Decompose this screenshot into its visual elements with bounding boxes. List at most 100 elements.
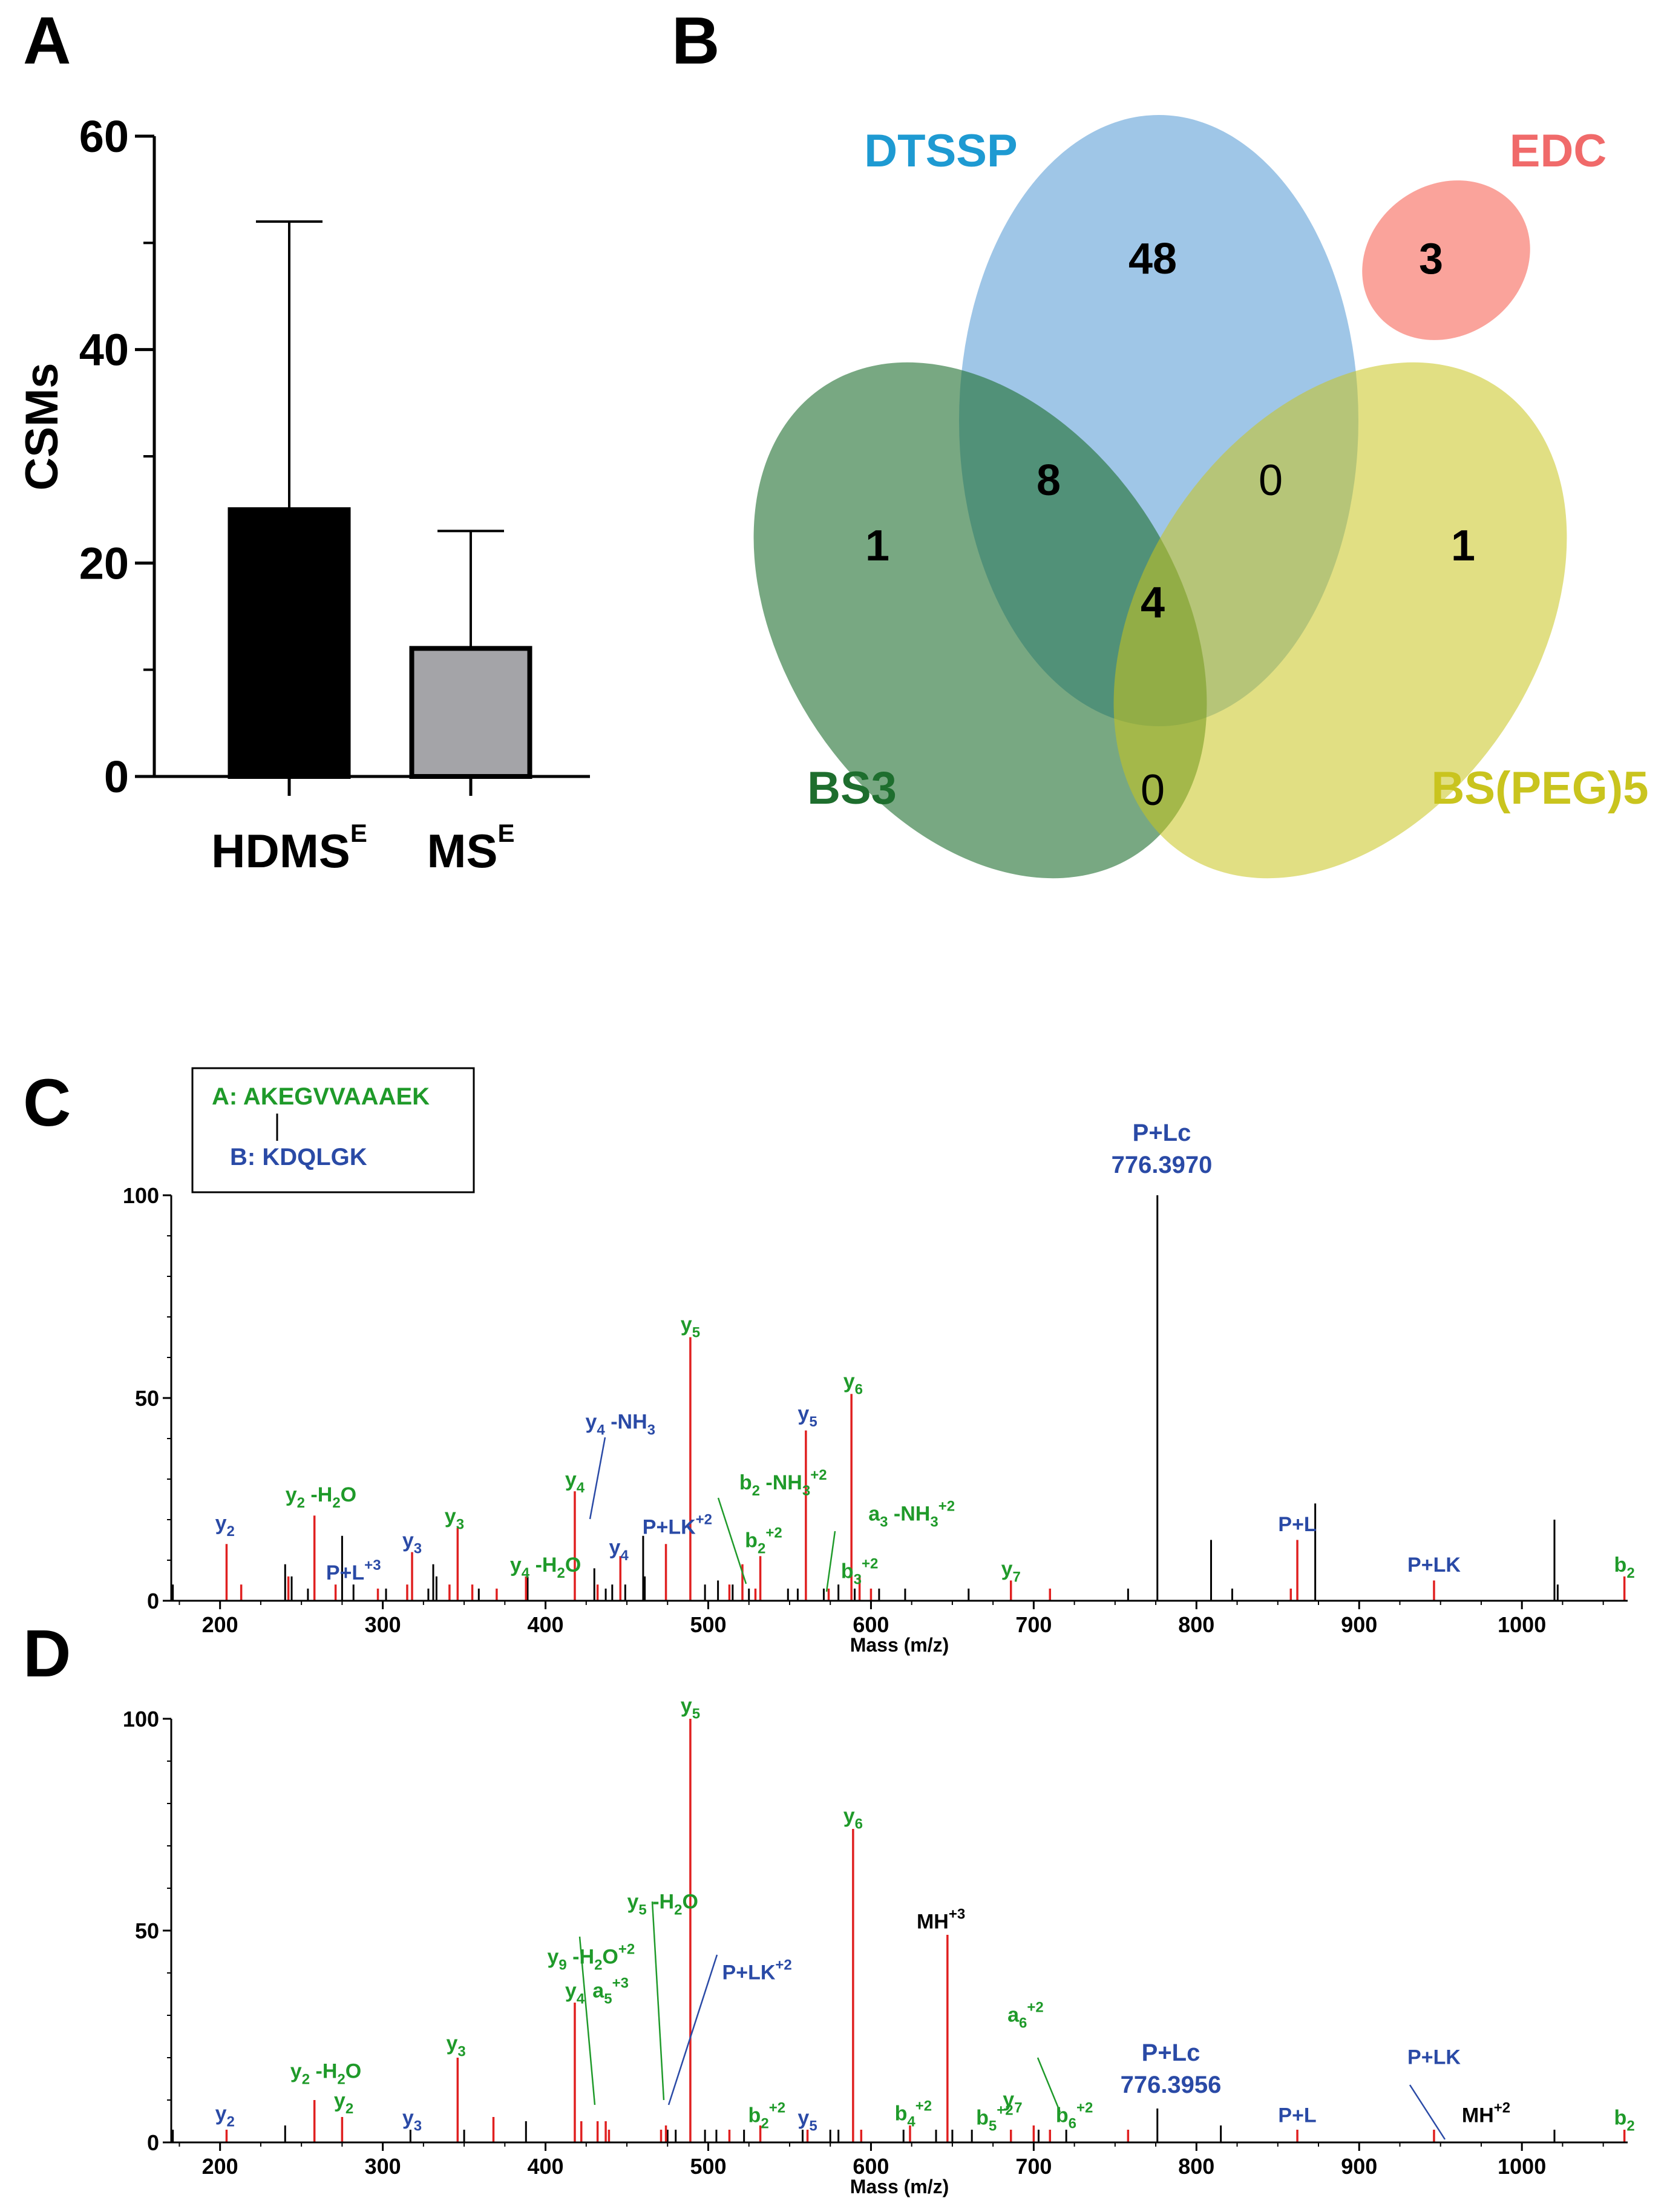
panel-a-bar [228,507,351,779]
venn-count-center: 4 [1141,579,1165,627]
venn-count-edc-only: 3 [1419,235,1443,283]
venn-count-bspeg-only: 1 [1451,522,1475,570]
panel-c-legend-peptide-b: B: KDQLGK [230,1144,367,1170]
peak-label-y4-h2o: y4 -H2O [510,1554,581,1581]
panel-a-y-axis: 0 20 40 60 [79,111,156,802]
peak-label-y7: y7 [1003,2089,1022,2116]
peak-label-y5a: y5 [681,1695,700,1722]
peak-label-plk2: P+LK+2 [643,1511,712,1538]
peak-label-b2: b2+2 [748,2099,786,2132]
spectrum-x-axis-label: Mass (m/z) [850,1634,949,1656]
peak-label-plk: P+LK [1407,1554,1461,1577]
panel-c-peaks [170,1195,1626,1601]
spectrum-x-tick-label: 600 [853,2154,889,2179]
peak-label-b2c: b2 [1614,2107,1635,2135]
peak-label-plk2: P+LK+2 [722,1957,792,1984]
peak-label-b2a: b2+2 [745,1525,782,1557]
panel-d-axes: 0 50 100 200 300 400 500 600 700 800 900 1000 Mass (… [123,1707,1628,2197]
panel-a-x-tick-label: HDMSE [211,819,367,878]
panel-b-venn: DTSSP EDC BS3 BS(PEG)5 48 3 1 1 8 0 4 0 [753,115,1649,879]
spectrum-x-tick-label: 800 [1178,1612,1214,1637]
spectrum-x-tick-label: 700 [1015,1612,1052,1637]
peak-label-pl: P+L [1278,2104,1316,2127]
leader-d-plk2 [667,1954,718,2105]
panel-d-main-peak-mass: 776.3956 [1121,2072,1222,2098]
peak-label-y6: y6 [843,1805,863,1833]
peak-label-y6a: y6 [843,1370,863,1397]
peak-label-y2b: y2 [334,2089,353,2117]
peak-label-a5: a5+3 [592,1975,629,2007]
spectrum-x-tick-label: 700 [1015,2154,1052,2179]
peak-label-y4-nh3: y4 -NH3 [586,1410,656,1438]
peak-label-a3-nh3: a3 -NH3+2 [868,1498,955,1530]
spectrum-y-tick-label: 50 [135,1918,159,1943]
peak-label-plc: P+L [1278,1513,1316,1536]
peak-label-y3a: y3 [402,1529,422,1557]
panel-letter-b: B [672,4,719,78]
panel-d-spectrum: P+Lc 776.3956 0 50 100 200 300 400 500 600 700 80… [123,1695,1635,2198]
panel-a-y-tick-label: 20 [79,538,129,588]
peak-label-y3a: y3 [402,2107,422,2135]
leader-c-y4-nh3 [589,1437,606,1520]
peak-label-y2-h2o: y2 -H2O [286,1483,356,1511]
peak-label-y2-h2o: y2 -H2O [290,2060,361,2088]
spectrum-y-tick-label: 0 [147,1589,159,1613]
venn-bs3-ellipse [753,362,1207,879]
panel-a-bar-chart: CSMs 0 20 40 60 HDMSE MSE [16,111,590,878]
peak-label-y9-h2o: y9 -H2O+2 [547,1941,635,1974]
peak-label-y5b: y5 [797,1402,817,1430]
spectrum-x-tick-label: 1000 [1498,1612,1546,1637]
spectrum-x-tick-label: 500 [690,1612,726,1637]
panel-a-x-tick-label: MSE [427,819,514,878]
peak-label-y2: y2 [215,1512,235,1540]
spectrum-x-tick-label: 200 [202,1612,238,1637]
venn-label-dtssp: DTSSP [864,125,1017,177]
venn-edc-ellipse [1362,180,1530,340]
spectrum-x-tick-label: 1000 [1498,2154,1546,2179]
panel-d-main-peak-label: P+Lc [1142,2040,1200,2066]
peak-label-y4a: y4 [565,1468,585,1496]
spectrum-x-axis-label: Mass (m/z) [850,2176,949,2197]
spectrum-y-tick-label: 100 [123,1707,159,1731]
spectrum-x-tick-label: 400 [528,1612,564,1637]
peak-label-a6: a6+2 [1007,2000,1044,2032]
peak-label-mh3: MH+3 [917,1906,965,1934]
peak-label-b2b: b2 [1614,1554,1635,1581]
panel-c-spectrum: A: AKEGVVAAAEK B: KDQLGK P+Lc 776.3970 0… [123,1067,1635,1656]
panel-letter-a: A [23,4,71,78]
panel-a-y-tick-label: 60 [79,111,129,162]
panel-a-x-axis: HDMSE MSE [154,775,590,878]
peak-label-mh2: MH+2 [1462,2099,1510,2127]
peak-label-y3b: y3 [447,2032,466,2059]
peak-label-y7a: y7 [1001,1557,1021,1585]
spectrum-y-tick-label: 100 [123,1183,159,1208]
venn-count-dtssp-only: 48 [1128,235,1177,283]
venn-count-bs3-only: 1 [865,522,889,570]
venn-label-edc: EDC [1510,125,1606,177]
spectrum-x-tick-label: 800 [1178,2154,1214,2179]
venn-label-bspeg: BS(PEG)5 [1432,763,1649,814]
panel-c-annotations: y2 y2 -H2O P+L+3 y3 y3 y4 -H2O y4 y4 -NH3 y4 P+LK… [215,1313,1635,1587]
peak-label-y4: y4 [565,1980,585,2007]
leader-d-a6 [1037,2057,1061,2113]
panel-d-leader-lines [578,1901,1446,2140]
peak-label-b3: b3+2 [841,1555,879,1587]
venn-count-dtssp-bs3: 8 [1037,456,1061,505]
panel-c-main-peak-label: P+Lc [1133,1120,1191,1146]
spectrum-x-tick-label: 900 [1341,2154,1377,2179]
venn-count-bs3-bspeg: 0 [1141,766,1165,815]
venn-label-bs3: BS3 [807,763,897,814]
spectrum-x-tick-label: 400 [528,2154,564,2179]
panel-a-ylabel: CSMs [16,363,68,490]
spectrum-y-tick-label: 0 [147,2130,159,2155]
peak-label-y2a: y2 [215,2102,235,2130]
venn-count-dtssp-bspeg: 0 [1259,456,1283,505]
venn-bspeg-ellipse [1113,362,1567,879]
panel-letter-d: D [23,1616,71,1691]
spectrum-x-tick-label: 900 [1341,1612,1377,1637]
leader-d-plk [1409,2084,1446,2140]
panel-c-legend-box [191,1067,475,1193]
peak-label-b4: b4+2 [895,2098,932,2130]
